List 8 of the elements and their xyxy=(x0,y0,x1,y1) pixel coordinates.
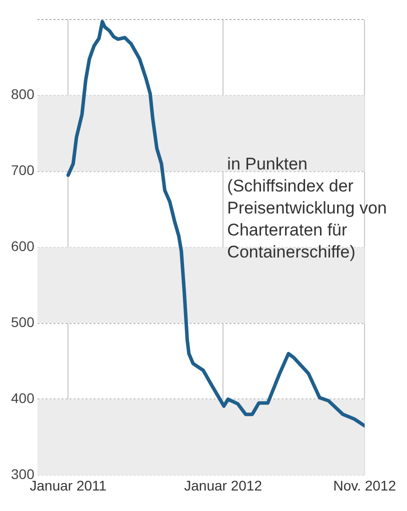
annotation: in Punkten (Schiffsindex der Preisentwicklung von Charterraten für Containerschiffe) xyxy=(227,154,387,262)
y-tick-label: 800 xyxy=(11,86,35,102)
y-tick-label: 400 xyxy=(11,390,35,406)
y-tick-label: 600 xyxy=(11,238,35,254)
x-tick-label: Nov. 2012 xyxy=(333,477,396,494)
x-tick-label: Januar 2012 xyxy=(184,477,262,494)
y-tick-label: 500 xyxy=(11,314,35,330)
y-tick-label: 700 xyxy=(11,162,35,178)
